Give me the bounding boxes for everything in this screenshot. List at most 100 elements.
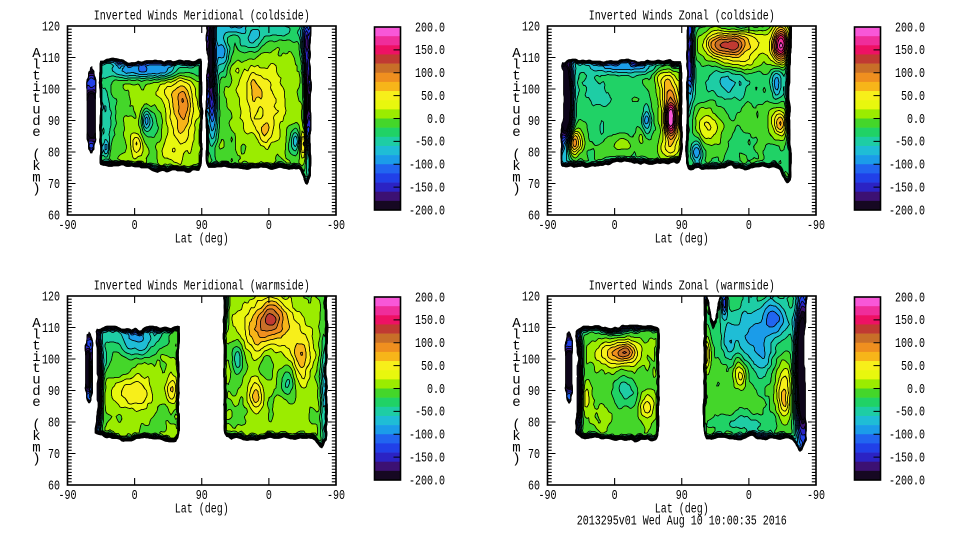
svg-text:70: 70 (528, 447, 540, 463)
svg-text:-90: -90 (327, 488, 345, 504)
svg-text:-100.0: -100.0 (409, 428, 445, 444)
svg-text:i: i (32, 350, 40, 366)
svg-text:t: t (32, 69, 40, 85)
svg-text:-100.0: -100.0 (409, 158, 445, 174)
svg-text:u: u (512, 373, 520, 389)
svg-text:70: 70 (48, 177, 60, 193)
svg-text:90: 90 (48, 384, 60, 400)
svg-text:l: l (32, 57, 40, 73)
svg-text:Lat (deg): Lat (deg) (655, 502, 709, 518)
svg-text:-100.0: -100.0 (889, 158, 925, 174)
svg-text:0.0: 0.0 (427, 382, 445, 398)
svg-text:e: e (32, 395, 40, 411)
svg-text:Inverted Winds Meridional (col: Inverted Winds Meridional (coldside) (94, 9, 310, 25)
svg-text:m: m (32, 440, 40, 456)
svg-text:(: ( (32, 418, 40, 434)
svg-text:0: 0 (746, 218, 752, 234)
svg-text:100.0: 100.0 (895, 66, 925, 82)
svg-text:0: 0 (746, 488, 752, 504)
svg-text:60: 60 (48, 478, 60, 494)
svg-text:e: e (32, 125, 40, 141)
svg-text:-90: -90 (807, 488, 825, 504)
svg-text:): ) (32, 452, 40, 468)
svg-text:150.0: 150.0 (895, 43, 925, 59)
svg-text:80: 80 (48, 145, 60, 161)
svg-text:-150.0: -150.0 (409, 180, 445, 196)
svg-text:-90: -90 (539, 488, 557, 504)
svg-text:60: 60 (528, 208, 540, 224)
svg-text:k: k (32, 159, 40, 175)
svg-text:-90: -90 (327, 218, 345, 234)
svg-text:i: i (512, 350, 520, 366)
svg-text:t: t (512, 339, 520, 355)
svg-text:Lat (deg): Lat (deg) (655, 232, 709, 248)
svg-text:0: 0 (612, 218, 618, 234)
svg-text:90: 90 (196, 218, 208, 234)
svg-text:i: i (512, 80, 520, 96)
svg-text:110: 110 (522, 321, 540, 337)
svg-text:90: 90 (676, 488, 688, 504)
svg-text:-150.0: -150.0 (889, 180, 925, 196)
svg-text:0.0: 0.0 (907, 382, 925, 398)
svg-text:A: A (32, 46, 41, 62)
svg-text:-200.0: -200.0 (409, 203, 445, 219)
svg-text:90: 90 (528, 114, 540, 130)
svg-text:60: 60 (48, 208, 60, 224)
svg-text:80: 80 (528, 415, 540, 431)
svg-text:90: 90 (48, 114, 60, 130)
svg-text:50.0: 50.0 (421, 89, 445, 105)
svg-text:k: k (32, 429, 40, 445)
svg-text:m: m (32, 170, 40, 186)
svg-text:110: 110 (42, 51, 60, 67)
svg-text:t: t (32, 339, 40, 355)
svg-text:t: t (32, 91, 40, 107)
svg-text:-200.0: -200.0 (889, 473, 925, 489)
svg-text:80: 80 (528, 145, 540, 161)
svg-text:d: d (512, 114, 520, 130)
svg-text:-50.0: -50.0 (415, 405, 445, 421)
svg-text:100: 100 (522, 82, 540, 98)
svg-text:Lat (deg): Lat (deg) (175, 232, 229, 248)
svg-text:200.0: 200.0 (415, 290, 445, 306)
svg-text:m: m (512, 170, 520, 186)
svg-text:-200.0: -200.0 (889, 203, 925, 219)
svg-text:i: i (32, 80, 40, 96)
svg-text:70: 70 (528, 177, 540, 193)
svg-text:200.0: 200.0 (895, 290, 925, 306)
svg-text:50.0: 50.0 (901, 89, 925, 105)
svg-text:100.0: 100.0 (895, 336, 925, 352)
svg-text:-90: -90 (59, 218, 77, 234)
svg-text:90: 90 (676, 218, 688, 234)
svg-text:110: 110 (42, 321, 60, 337)
svg-text:-150.0: -150.0 (409, 450, 445, 466)
svg-text:0.0: 0.0 (907, 112, 925, 128)
svg-text:90: 90 (528, 384, 540, 400)
svg-text:u: u (512, 103, 520, 119)
svg-text:t: t (32, 361, 40, 377)
svg-text:t: t (512, 69, 520, 85)
svg-text:0: 0 (132, 218, 138, 234)
svg-text:150.0: 150.0 (415, 313, 445, 329)
svg-text:100: 100 (42, 352, 60, 368)
svg-text:): ) (512, 452, 520, 468)
svg-text:70: 70 (48, 447, 60, 463)
svg-text:-90: -90 (59, 488, 77, 504)
svg-text:Inverted Winds Zonal (coldside: Inverted Winds Zonal (coldside) (589, 9, 775, 25)
svg-text:u: u (32, 103, 40, 119)
svg-text:120: 120 (42, 19, 60, 35)
svg-text:l: l (512, 327, 520, 343)
svg-text:l: l (32, 327, 40, 343)
svg-text:Inverted Winds Meridional (war: Inverted Winds Meridional (warmside) (94, 279, 310, 295)
svg-text:-50.0: -50.0 (895, 405, 925, 421)
svg-text:120: 120 (522, 289, 540, 305)
svg-text:-50.0: -50.0 (415, 135, 445, 151)
svg-text:80: 80 (48, 415, 60, 431)
svg-text:m: m (512, 440, 520, 456)
svg-text:Lat (deg): Lat (deg) (175, 502, 229, 518)
svg-text:e: e (512, 125, 520, 141)
svg-text:-50.0: -50.0 (895, 135, 925, 151)
svg-text:120: 120 (42, 289, 60, 305)
svg-text:100: 100 (42, 82, 60, 98)
svg-text:60: 60 (528, 478, 540, 494)
svg-text:90: 90 (196, 488, 208, 504)
